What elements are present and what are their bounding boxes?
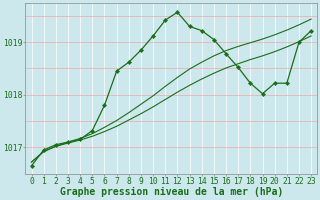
X-axis label: Graphe pression niveau de la mer (hPa): Graphe pression niveau de la mer (hPa) [60,187,283,197]
